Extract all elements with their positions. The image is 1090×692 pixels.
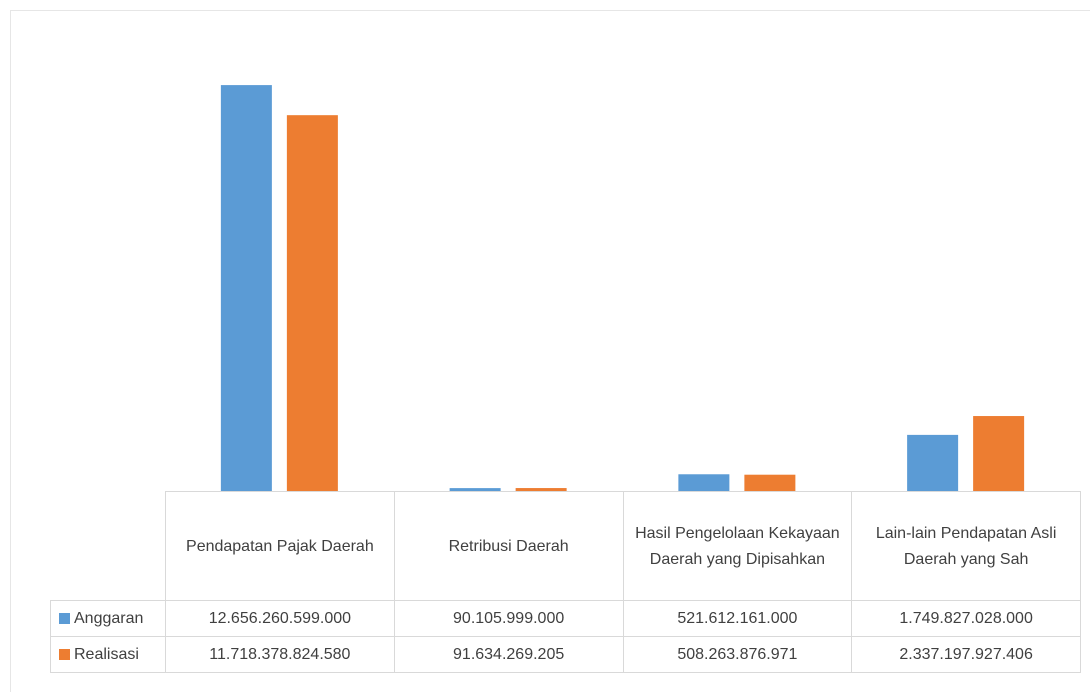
- value-cell: 2.337.197.927.406: [851, 636, 1081, 673]
- legend-cell: Anggaran: [50, 600, 166, 637]
- legend-label: Realisasi: [74, 645, 139, 663]
- category-cell: Lain-lain Pendapatan Asli Daerah yang Sa…: [851, 491, 1081, 601]
- value-cell: 91.634.269.205: [393, 636, 624, 673]
- bar: [907, 434, 959, 491]
- bar: [744, 474, 796, 491]
- bar: [515, 488, 567, 491]
- value-cell: 521.612.161.000: [622, 600, 853, 637]
- value-cell: 90.105.999.000: [393, 600, 624, 637]
- bar: [286, 115, 338, 491]
- chart-frame: [10, 10, 1090, 692]
- value-cell: 12.656.260.599.000: [165, 600, 395, 637]
- legend-cell: Realisasi: [50, 636, 166, 673]
- category-cell: Pendapatan Pajak Daerah: [165, 491, 395, 601]
- legend-swatch: [59, 613, 70, 624]
- category-cell: Retribusi Daerah: [393, 491, 624, 601]
- bar: [220, 85, 272, 491]
- bar: [973, 416, 1025, 491]
- legend-label: Anggaran: [74, 609, 144, 627]
- value-cell: 508.263.876.971: [622, 636, 853, 673]
- legend-swatch: [59, 649, 70, 660]
- value-cell: 1.749.827.028.000: [851, 600, 1081, 637]
- value-cell: 11.718.378.824.580: [165, 636, 395, 673]
- bar: [678, 474, 730, 491]
- bar: [449, 488, 501, 491]
- category-cell: Hasil Pengelolaan Kekayaan Daerah yang D…: [622, 491, 853, 601]
